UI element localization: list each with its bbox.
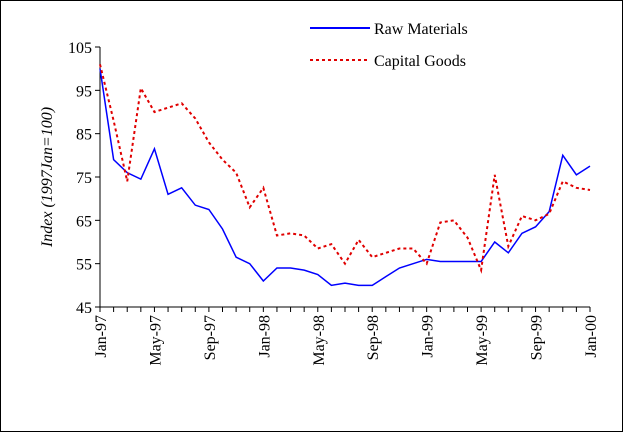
x-tick-label: Jan-99 bbox=[420, 315, 437, 358]
x-tick-label: May-98 bbox=[311, 315, 328, 366]
x-tick-label: Jan-97 bbox=[93, 315, 110, 358]
x-tick-label: May-97 bbox=[147, 315, 164, 366]
x-tick-label: Sep-97 bbox=[202, 315, 219, 360]
series-line bbox=[99, 64, 591, 274]
x-tick-label: Sep-98 bbox=[365, 315, 382, 360]
y-tick-label: 105 bbox=[68, 40, 92, 57]
y-tick-label: 65 bbox=[76, 213, 92, 230]
y-tick-label: 55 bbox=[76, 257, 92, 274]
x-tick-label: Sep-99 bbox=[529, 315, 546, 360]
x-tick-label: Jan-98 bbox=[256, 315, 273, 358]
x-tick-label: Jan-00 bbox=[583, 315, 600, 358]
legend-label: Capital Goods bbox=[374, 53, 466, 70]
legend-label: Raw Materials bbox=[374, 21, 468, 38]
y-tick-label: 95 bbox=[76, 83, 92, 100]
x-tick-label: May-99 bbox=[474, 315, 491, 366]
y-axis-label: Index (1997Jan=100) bbox=[39, 107, 56, 248]
y-tick-label: 75 bbox=[76, 170, 92, 187]
y-tick-label: 45 bbox=[76, 300, 92, 317]
series-line bbox=[99, 68, 591, 287]
y-tick-label: 85 bbox=[76, 127, 92, 144]
